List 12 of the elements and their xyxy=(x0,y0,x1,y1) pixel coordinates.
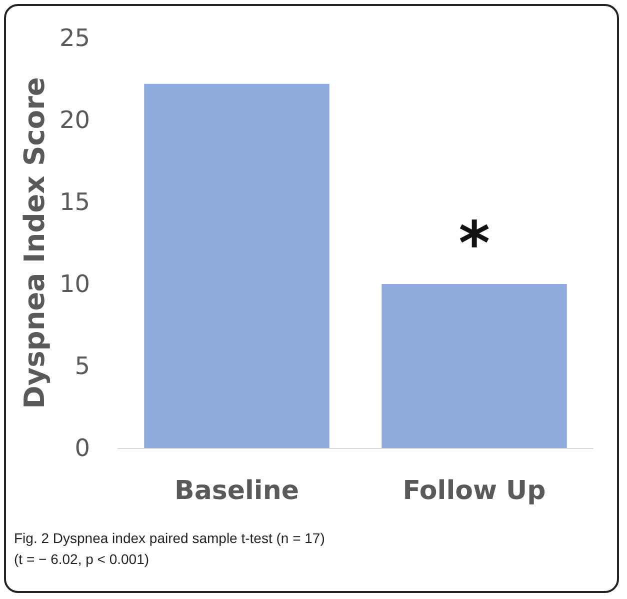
y-tick-label: 20 xyxy=(59,106,90,134)
y-tick-label: 25 xyxy=(59,24,90,52)
y-axis-title: Dyspnea Index Score xyxy=(18,77,52,409)
y-tick-label: 0 xyxy=(74,434,90,462)
text: (t = − 6.02, p < 0.001) xyxy=(14,550,150,569)
y-tick-label: 15 xyxy=(59,188,90,216)
x-tick-label: Baseline xyxy=(174,476,299,506)
y-tick-label: 5 xyxy=(74,352,90,380)
y-tick-label: 10 xyxy=(59,270,90,298)
annotation: * xyxy=(458,209,490,279)
caption: Fig. 2 Dyspnea index paired sample t-test (n = 17) xyxy=(14,529,326,548)
x-tick-label: Follow Up xyxy=(402,476,546,506)
